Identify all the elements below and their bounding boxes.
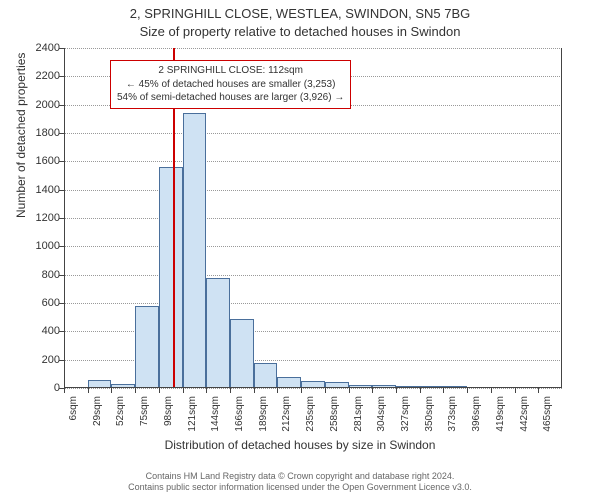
footer-line1: Contains HM Land Registry data © Crown c… bbox=[0, 471, 600, 483]
y-tick-label: 1000 bbox=[10, 240, 60, 252]
x-tick-label: 189sqm bbox=[258, 396, 269, 436]
y-tick-label: 200 bbox=[10, 354, 60, 366]
x-tick-label: 29sqm bbox=[92, 396, 103, 436]
y-tick-label: 1400 bbox=[10, 184, 60, 196]
x-tick-mark bbox=[254, 388, 255, 393]
y-tick-label: 400 bbox=[10, 325, 60, 337]
y-tick-mark bbox=[59, 218, 64, 219]
x-tick-mark bbox=[515, 388, 516, 393]
x-tick-label: 212sqm bbox=[281, 396, 292, 436]
y-tick-mark bbox=[59, 360, 64, 361]
x-tick-mark bbox=[159, 388, 160, 393]
x-tick-mark bbox=[538, 388, 539, 393]
x-tick-mark bbox=[111, 388, 112, 393]
footer-line2: Contains public sector information licen… bbox=[0, 482, 600, 494]
y-tick-mark bbox=[59, 76, 64, 77]
y-tick-label: 1600 bbox=[10, 155, 60, 167]
y-tick-mark bbox=[59, 190, 64, 191]
x-tick-label: 304sqm bbox=[376, 396, 387, 436]
x-tick-mark bbox=[420, 388, 421, 393]
y-tick-label: 2400 bbox=[10, 42, 60, 54]
x-tick-label: 373sqm bbox=[447, 396, 458, 436]
x-tick-label: 98sqm bbox=[163, 396, 174, 436]
annotation-box: 2 SPRINGHILL CLOSE: 112sqm ← 45% of deta… bbox=[110, 60, 351, 109]
x-tick-mark bbox=[301, 388, 302, 393]
x-tick-mark bbox=[349, 388, 350, 393]
x-tick-label: 75sqm bbox=[139, 396, 150, 436]
y-tick-label: 1200 bbox=[10, 212, 60, 224]
x-tick-mark bbox=[88, 388, 89, 393]
y-tick-mark bbox=[59, 331, 64, 332]
y-tick-label: 2200 bbox=[10, 70, 60, 82]
y-tick-mark bbox=[59, 246, 64, 247]
x-axis-label: Distribution of detached houses by size … bbox=[0, 438, 600, 452]
annotation-line3: 54% of semi-detached houses are larger (… bbox=[117, 91, 344, 105]
y-tick-label: 2000 bbox=[10, 99, 60, 111]
chart-title: Size of property relative to detached ho… bbox=[0, 24, 600, 39]
y-tick-mark bbox=[59, 275, 64, 276]
x-tick-label: 327sqm bbox=[400, 396, 411, 436]
y-tick-mark bbox=[59, 133, 64, 134]
x-tick-mark bbox=[277, 388, 278, 393]
x-tick-mark bbox=[135, 388, 136, 393]
x-tick-mark bbox=[325, 388, 326, 393]
x-tick-label: 121sqm bbox=[187, 396, 198, 436]
x-tick-mark bbox=[230, 388, 231, 393]
x-tick-label: 258sqm bbox=[329, 396, 340, 436]
y-tick-label: 1800 bbox=[10, 127, 60, 139]
annotation-line2: ← 45% of detached houses are smaller (3,… bbox=[117, 78, 344, 92]
y-tick-mark bbox=[59, 105, 64, 106]
x-tick-label: 166sqm bbox=[234, 396, 245, 436]
address-title: 2, SPRINGHILL CLOSE, WESTLEA, SWINDON, S… bbox=[0, 6, 600, 21]
y-tick-mark bbox=[59, 48, 64, 49]
y-tick-label: 600 bbox=[10, 297, 60, 309]
x-tick-mark bbox=[467, 388, 468, 393]
x-tick-label: 52sqm bbox=[115, 396, 126, 436]
x-tick-mark bbox=[396, 388, 397, 393]
x-tick-label: 396sqm bbox=[471, 396, 482, 436]
annotation-line1: 2 SPRINGHILL CLOSE: 112sqm bbox=[117, 64, 344, 78]
x-tick-label: 465sqm bbox=[542, 396, 553, 436]
x-tick-label: 281sqm bbox=[353, 396, 364, 436]
y-tick-mark bbox=[59, 161, 64, 162]
x-tick-label: 442sqm bbox=[519, 396, 530, 436]
y-tick-label: 800 bbox=[10, 269, 60, 281]
x-tick-mark bbox=[183, 388, 184, 393]
x-tick-mark bbox=[64, 388, 65, 393]
x-tick-mark bbox=[372, 388, 373, 393]
footer-attribution: Contains HM Land Registry data © Crown c… bbox=[0, 471, 600, 494]
x-tick-mark bbox=[443, 388, 444, 393]
x-tick-label: 144sqm bbox=[210, 396, 221, 436]
x-tick-mark bbox=[491, 388, 492, 393]
x-tick-label: 419sqm bbox=[495, 396, 506, 436]
x-tick-mark bbox=[206, 388, 207, 393]
x-tick-label: 6sqm bbox=[68, 396, 79, 436]
x-tick-label: 235sqm bbox=[305, 396, 316, 436]
y-tick-mark bbox=[59, 303, 64, 304]
y-tick-label: 0 bbox=[10, 382, 60, 394]
gridline bbox=[64, 388, 562, 389]
x-tick-label: 350sqm bbox=[424, 396, 435, 436]
